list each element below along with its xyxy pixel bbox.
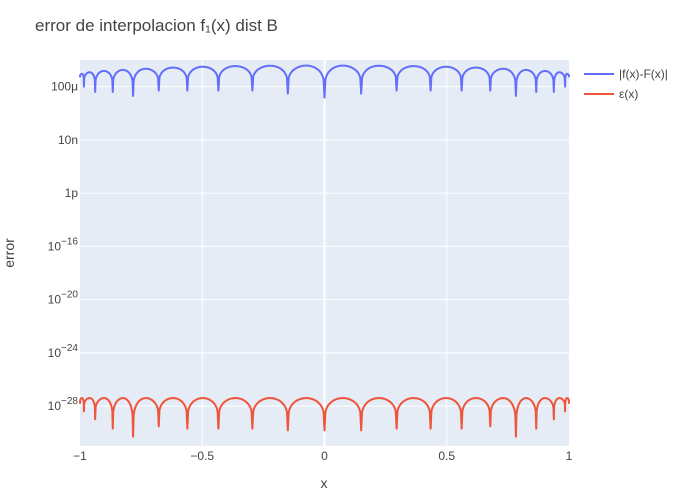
- y-tick-labels: 100μ 10n 1p 10−16 10−20 10−24 10−28: [48, 80, 79, 413]
- y-tick-label: 10−28: [48, 396, 79, 413]
- chart-title: error de interpolacion f₁(x) dist B: [35, 16, 278, 35]
- x-tick-label: 0: [321, 449, 328, 463]
- series-line-epsilon[interactable]: [79, 397, 570, 438]
- legend-label-epsilon[interactable]: ε(x): [619, 87, 638, 101]
- legend[interactable]: |f(x)-F(x)| ε(x): [584, 67, 668, 101]
- x-axis-title: x: [321, 475, 328, 491]
- series-line-error[interactable]: [79, 64, 570, 99]
- y-tick-label: 10−16: [48, 236, 79, 253]
- y-axis-title: error: [1, 238, 17, 268]
- x-tick-labels: −1 −0.5 0 0.5 1: [73, 449, 573, 463]
- x-tick-label: −1: [73, 449, 87, 463]
- x-tick-label: 0.5: [438, 449, 455, 463]
- legend-label-error[interactable]: |f(x)-F(x)|: [619, 67, 668, 81]
- series-layer: [79, 64, 570, 438]
- x-tick-label: 1: [566, 449, 573, 463]
- y-tick-label: 10−20: [48, 290, 79, 307]
- y-tick-label: 10n: [58, 133, 78, 147]
- x-tick-label: −0.5: [190, 449, 214, 463]
- y-tick-label: 10−24: [48, 343, 79, 360]
- y-tick-label: 1p: [65, 186, 79, 200]
- y-tick-label: 100μ: [51, 80, 78, 94]
